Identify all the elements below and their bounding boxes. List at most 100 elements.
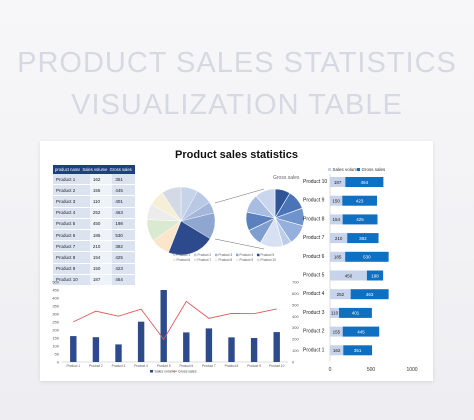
category-label: Product 7 [303, 235, 325, 241]
page-title-line-1: PRODUCT SALES STATISTICS [17, 47, 457, 79]
y-tick-label: 100 [292, 348, 299, 353]
table-cell: 401 [112, 196, 135, 207]
data-label: 445 [357, 329, 365, 334]
connector-line [214, 238, 265, 250]
bar-sales-volume [115, 344, 122, 362]
y-tick-label: 0 [57, 360, 60, 365]
bar-gross-sales [345, 251, 389, 262]
y-tick-label: 350 [52, 304, 59, 309]
legend-label: Product 6 [177, 258, 191, 262]
legend-swatch [173, 253, 176, 257]
y-tick-label: 600 [292, 291, 299, 296]
data-label: 210 [335, 236, 343, 241]
x-tick-label: 500 [367, 367, 376, 373]
table-cell: 154 [89, 252, 113, 263]
category-label: Product 9 [303, 198, 325, 204]
table-cell: Product 5 [53, 218, 90, 229]
line-gross-sales [73, 300, 277, 341]
table-row: Product 6 185 530 [53, 229, 135, 242]
legend-label: Gross sales [362, 167, 387, 172]
bar-gross-sales [347, 233, 379, 244]
table-row: Product 1 162 351 [53, 174, 135, 186]
legend-swatch [328, 168, 331, 171]
data-label: 382 [359, 236, 367, 241]
pie-title: Gross sales [273, 175, 300, 181]
data-label: 464 [361, 180, 369, 185]
bar-gross-sales [342, 214, 378, 225]
table-row: Product 2 155 445 [53, 185, 135, 197]
dashboard-sheet: Product sales statistics product name Sa… [40, 141, 433, 381]
x-tick-label: 0 [329, 367, 332, 373]
table-cell: 162 [89, 174, 113, 185]
table-cell: 110 [89, 196, 113, 207]
table-row: Product 7 210 382 [53, 241, 135, 253]
table-cell: Product 4 [53, 207, 90, 218]
y-tick-label: 700 [292, 280, 299, 285]
category-label: Product 3 [303, 310, 325, 316]
legend-swatch [173, 258, 176, 262]
legend-swatch [357, 168, 360, 171]
table-cell: 425 [112, 252, 135, 263]
x-tick-label: 1000 [406, 367, 417, 373]
table-cell: 187 [89, 274, 113, 285]
legend-swatch [215, 258, 218, 262]
table-cell: 464 [112, 274, 135, 285]
x-tick-label: Product 10 [269, 364, 285, 368]
data-label: 530 [363, 255, 371, 260]
data-label: 425 [356, 217, 364, 222]
x-tick-label: Product 5 [157, 364, 171, 368]
data-label: 187 [334, 180, 342, 185]
header-cell: Sales volume [82, 167, 108, 172]
connector-line [214, 188, 265, 204]
bar-sales-volume [273, 332, 280, 362]
x-tick-label: Product 6 [179, 364, 193, 368]
pie-slice [162, 186, 182, 222]
bar-sales-volume [92, 337, 100, 362]
y-tick-label: 500 [52, 280, 59, 285]
y-tick-label: 400 [292, 314, 299, 319]
pie-slice [255, 188, 276, 219]
y-tick-label: 150 [52, 336, 59, 341]
data-label: 463 [366, 292, 374, 297]
legend-label: Product 9 [240, 258, 254, 262]
table-cell: Product 10 [53, 274, 90, 285]
table-cell: 155 [89, 185, 113, 196]
bar-sales-volume [330, 326, 343, 337]
table-cell: Product 6 [53, 229, 90, 241]
table-cell: Product 7 [53, 241, 90, 252]
page-title-line-2: VISUALIZATION TABLE [71, 89, 403, 121]
data-label: 423 [356, 199, 364, 204]
bar-sales-volume [330, 289, 351, 300]
table-row: Product 3 110 401 [53, 196, 135, 208]
y-tick-label: 200 [292, 337, 299, 342]
bar-sales-volume [330, 233, 348, 244]
y-tick-label: 0 [292, 360, 295, 365]
table-cell: 185 [89, 229, 113, 241]
bar-gross-sales [343, 345, 373, 356]
header-cell: Gross sales [109, 167, 132, 172]
category-label: Product 6 [303, 254, 325, 260]
bar-gross-sales [342, 195, 377, 206]
y-tick-label: 450 [52, 288, 59, 293]
bar-sales-volume [183, 332, 190, 362]
data-label: 162 [333, 348, 341, 353]
bar-sales-volume [330, 270, 367, 281]
x-tick-label: Product 2 [89, 364, 103, 368]
table-cell: 351 [112, 174, 135, 185]
category-label: Product 8 [303, 216, 325, 222]
y-tick-label: 300 [292, 325, 299, 330]
legend-swatch [215, 253, 218, 257]
category-label: Product 2 [303, 329, 325, 335]
legend-label: Gross sales [178, 370, 197, 374]
legend-label: Product 3 [219, 253, 233, 257]
table-header: product name Sales volume Gross sales [53, 165, 135, 174]
y-tick-label: 250 [52, 320, 59, 325]
table-cell: 423 [112, 263, 135, 274]
data-label: 155 [333, 329, 341, 334]
legend-label: Product 2 [198, 253, 212, 257]
bar-sales-volume [228, 337, 235, 362]
legend-swatch [194, 258, 197, 262]
legend-label: Product 1 [177, 253, 191, 257]
dashboard-title: Product sales statistics [175, 149, 298, 161]
